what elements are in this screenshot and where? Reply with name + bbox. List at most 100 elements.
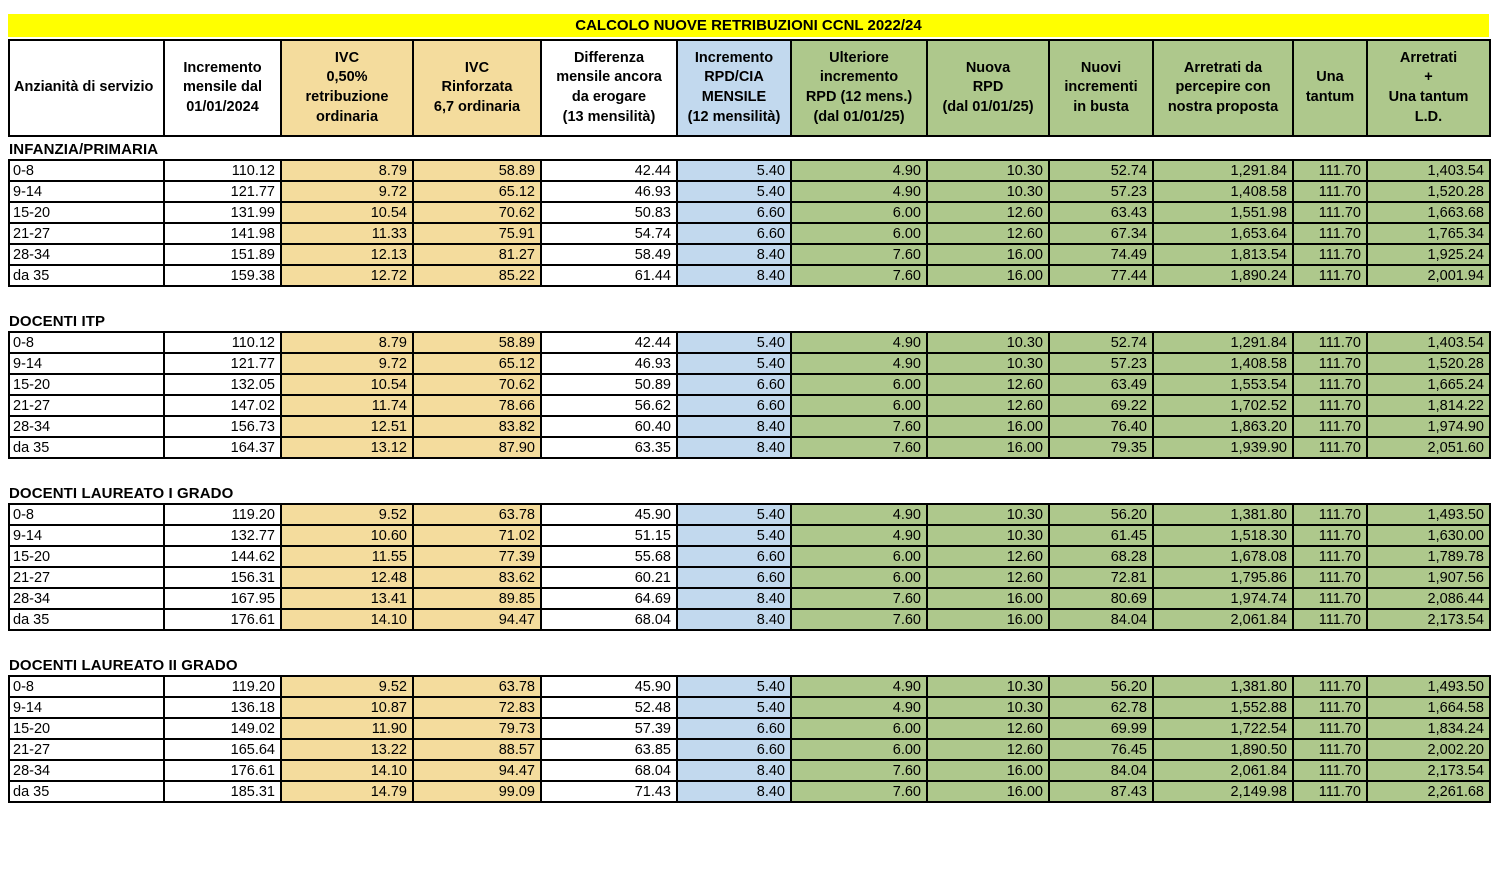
value-cell: 1,653.64: [1152, 222, 1294, 245]
value-cell: 88.57: [412, 738, 542, 761]
value-cell: 1,939.90: [1152, 436, 1294, 459]
value-cell: 1,814.22: [1366, 394, 1491, 417]
value-cell: 1,551.98: [1152, 201, 1294, 224]
value-cell: 4.90: [790, 180, 928, 203]
value-cell: 16.00: [926, 759, 1050, 782]
value-cell: 1,381.80: [1152, 675, 1294, 698]
value-cell: 11.90: [280, 717, 414, 740]
value-cell: 63.35: [540, 436, 678, 459]
value-cell: 111.70: [1292, 159, 1368, 182]
value-cell: 78.66: [412, 394, 542, 417]
section-label: INFANZIA/PRIMARIA: [9, 141, 159, 158]
value-cell: 14.10: [280, 759, 414, 782]
value-cell: 5.40: [676, 180, 792, 203]
row-label-cell: 15-20: [8, 545, 165, 568]
value-cell: 111.70: [1292, 503, 1368, 526]
header-row: Anzianità di servizio Incremento mensile…: [8, 39, 1491, 137]
value-cell: 16.00: [926, 436, 1050, 459]
value-cell: 8.40: [676, 608, 792, 631]
value-cell: 62.78: [1048, 696, 1154, 719]
value-cell: 7.60: [790, 243, 928, 266]
section-label: DOCENTI LAUREATO II GRADO: [9, 657, 238, 674]
value-cell: 69.22: [1048, 394, 1154, 417]
value-cell: 16.00: [926, 780, 1050, 803]
value-cell: 57.23: [1048, 352, 1154, 375]
value-cell: 8.79: [280, 331, 414, 354]
value-cell: 10.54: [280, 201, 414, 224]
row-label-cell: 9-14: [8, 696, 165, 719]
value-cell: 2,149.98: [1152, 780, 1294, 803]
row-label-cell: 21-27: [8, 566, 165, 589]
value-cell: 58.49: [540, 243, 678, 266]
value-cell: 111.70: [1292, 738, 1368, 761]
value-cell: 1,291.84: [1152, 159, 1294, 182]
value-cell: 111.70: [1292, 373, 1368, 396]
value-cell: 8.40: [676, 587, 792, 610]
value-cell: 6.60: [676, 738, 792, 761]
value-cell: 165.64: [163, 738, 282, 761]
value-cell: 16.00: [926, 608, 1050, 631]
value-cell: 7.60: [790, 264, 928, 287]
value-cell: 68.28: [1048, 545, 1154, 568]
value-cell: 144.62: [163, 545, 282, 568]
value-cell: 111.70: [1292, 780, 1368, 803]
value-cell: 111.70: [1292, 717, 1368, 740]
value-cell: 60.40: [540, 415, 678, 438]
row-label-cell: 9-14: [8, 180, 165, 203]
value-cell: 16.00: [926, 415, 1050, 438]
value-cell: 10.87: [280, 696, 414, 719]
value-cell: 7.60: [790, 436, 928, 459]
value-cell: 12.60: [926, 373, 1050, 396]
value-cell: 7.60: [790, 780, 928, 803]
value-cell: 4.90: [790, 331, 928, 354]
row-label-cell: 9-14: [8, 524, 165, 547]
value-cell: 6.00: [790, 201, 928, 224]
row-label-cell: 28-34: [8, 415, 165, 438]
value-cell: 11.55: [280, 545, 414, 568]
column-header-ivc-rinforzata: IVC Rinforzata 6,7 ordinaria: [412, 39, 542, 137]
value-cell: 6.00: [790, 222, 928, 245]
value-cell: 63.43: [1048, 201, 1154, 224]
value-cell: 64.69: [540, 587, 678, 610]
value-cell: 159.38: [163, 264, 282, 287]
value-cell: 56.62: [540, 394, 678, 417]
value-cell: 149.02: [163, 717, 282, 740]
value-cell: 8.40: [676, 264, 792, 287]
data-table: 0-8 110.12 8.79 58.89 42.44 5.40 4.90 10.30 52.7…: [8, 159, 1491, 287]
value-cell: 1,813.54: [1152, 243, 1294, 266]
value-cell: 72.83: [412, 696, 542, 719]
value-cell: 12.60: [926, 222, 1050, 245]
value-cell: 2,001.94: [1366, 264, 1491, 287]
value-cell: 111.70: [1292, 264, 1368, 287]
value-cell: 45.90: [540, 675, 678, 698]
value-cell: 11.74: [280, 394, 414, 417]
value-cell: 12.60: [926, 717, 1050, 740]
value-cell: 1,403.54: [1366, 331, 1491, 354]
value-cell: 2,173.54: [1366, 759, 1491, 782]
value-cell: 147.02: [163, 394, 282, 417]
value-cell: 68.04: [540, 608, 678, 631]
value-cell: 121.77: [163, 180, 282, 203]
value-cell: 12.60: [926, 738, 1050, 761]
value-cell: 55.68: [540, 545, 678, 568]
table-row: da 35 159.38 12.72 85.22 61.44 8.40 7.60 16.00 7…: [8, 264, 1491, 287]
value-cell: 12.51: [280, 415, 414, 438]
value-cell: 9.52: [280, 675, 414, 698]
value-cell: 5.40: [676, 159, 792, 182]
value-cell: 10.60: [280, 524, 414, 547]
value-cell: 6.60: [676, 394, 792, 417]
value-cell: 1,974.74: [1152, 587, 1294, 610]
row-label-cell: 28-34: [8, 587, 165, 610]
value-cell: 132.77: [163, 524, 282, 547]
table-row: 28-34 151.89 12.13 81.27 58.49 8.40 7.60 16.00 7…: [8, 243, 1491, 266]
value-cell: 56.20: [1048, 675, 1154, 698]
table-row: 15-20 132.05 10.54 70.62 50.89 6.60 6.00 12.60 6…: [8, 373, 1491, 396]
value-cell: 13.41: [280, 587, 414, 610]
value-cell: 10.30: [926, 503, 1050, 526]
value-cell: 7.60: [790, 759, 928, 782]
table-row: 21-27 147.02 11.74 78.66 56.62 6.60 6.00 12.60 6…: [8, 394, 1491, 417]
value-cell: 6.00: [790, 373, 928, 396]
value-cell: 6.60: [676, 717, 792, 740]
value-cell: 50.83: [540, 201, 678, 224]
value-cell: 111.70: [1292, 352, 1368, 375]
